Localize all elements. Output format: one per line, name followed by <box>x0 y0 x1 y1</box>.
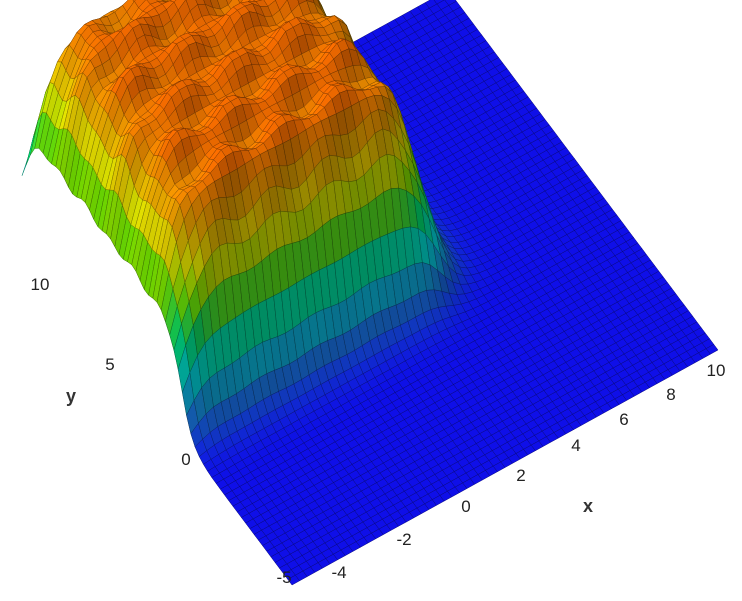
surface-cell <box>226 0 233 6</box>
y-tick-label: -5 <box>276 568 291 587</box>
x-axis-label: x <box>583 496 593 516</box>
x-tick-label: 10 <box>707 361 726 380</box>
y-axis-label: y <box>66 386 76 406</box>
x-tick-label: -4 <box>331 563 346 582</box>
surface-cell <box>238 0 243 4</box>
x-tick-label: 6 <box>619 410 628 429</box>
y-tick-label: 0 <box>181 450 190 469</box>
x-tick-label: 0 <box>461 497 470 516</box>
surface-cell <box>705 344 719 355</box>
x-tick-label: 4 <box>571 436 580 455</box>
y-tick-label: 10 <box>31 275 50 294</box>
x-tick-labels: -4 -2 0 2 4 6 8 10 <box>331 361 725 582</box>
x-tick-label: -2 <box>396 530 411 549</box>
surface-cell <box>132 0 136 2</box>
axis-labels: x y <box>66 386 593 516</box>
y-tick-labels: -5 0 5 10 <box>31 275 292 587</box>
surface-layer <box>21 0 719 586</box>
x-tick-label: 8 <box>666 385 675 404</box>
y-tick-label: 5 <box>105 355 114 374</box>
x-tick-label: 2 <box>516 466 525 485</box>
